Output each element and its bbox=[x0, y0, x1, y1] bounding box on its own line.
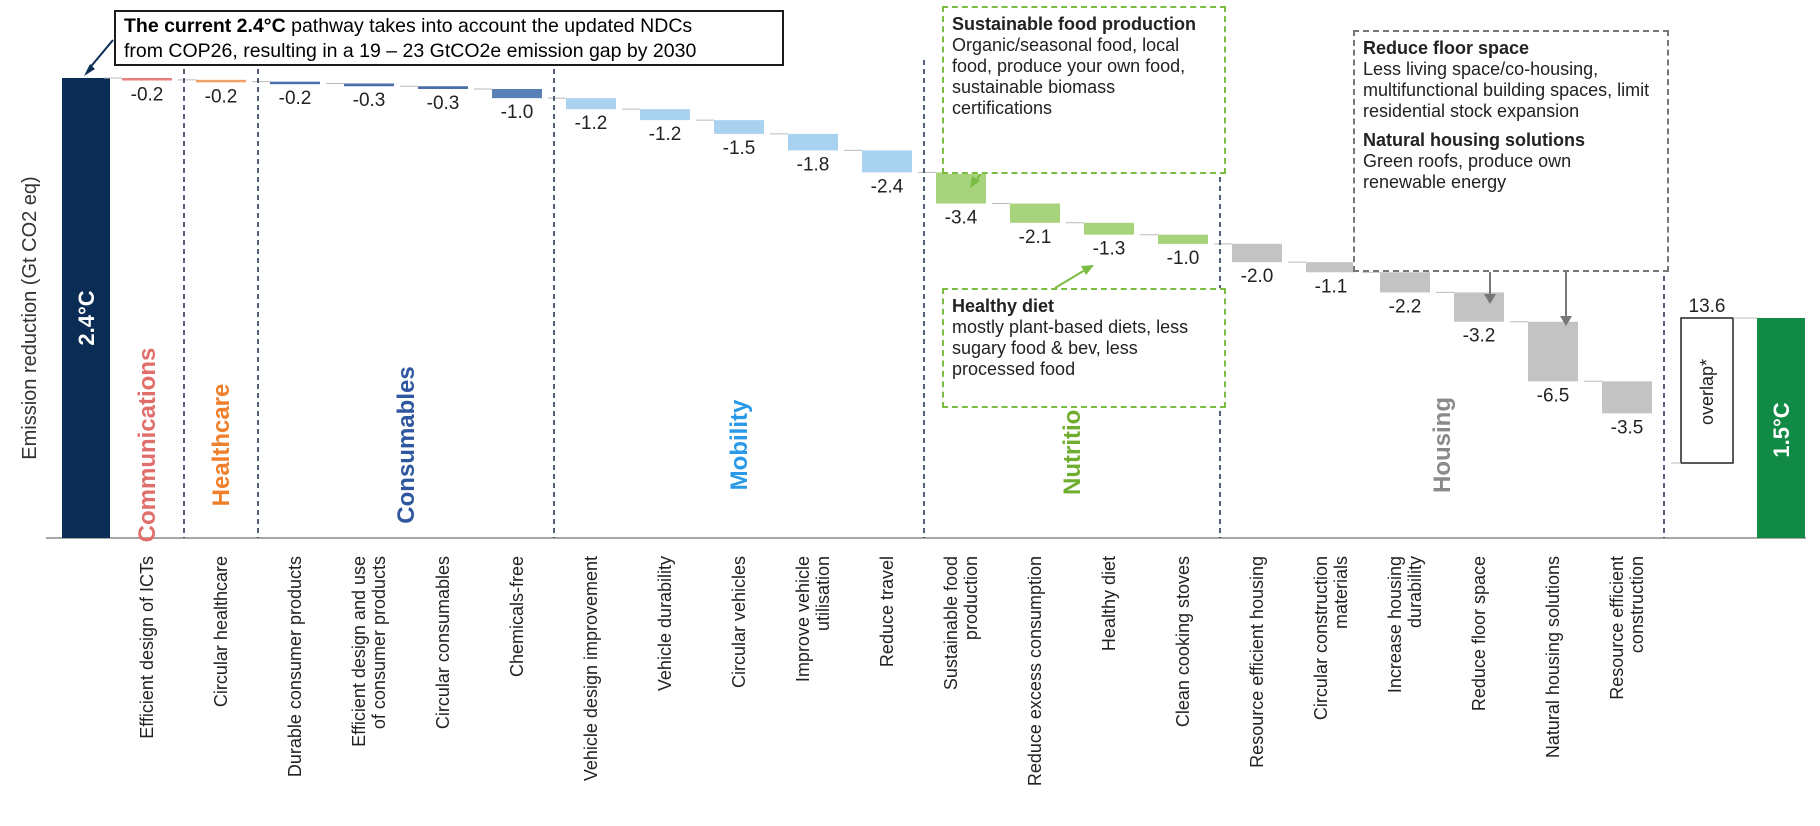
floor-space-title: Reduce floor space bbox=[1363, 38, 1530, 58]
category-label: Vehicle durability bbox=[655, 556, 675, 691]
category-label: Durable consumer products bbox=[285, 556, 305, 777]
data-label: -1.8 bbox=[797, 154, 830, 175]
data-label: -0.2 bbox=[131, 85, 164, 106]
data-label: -1.3 bbox=[1093, 239, 1126, 260]
bar-7 bbox=[640, 109, 690, 121]
bar-8 bbox=[714, 120, 764, 134]
pointer-arrow-line bbox=[87, 39, 114, 71]
bar-2 bbox=[270, 81, 320, 85]
diet-callout-arrow bbox=[1054, 269, 1086, 289]
pathway-line2: from COP26, resulting in a 19 – 23 GtCO2… bbox=[124, 40, 697, 62]
food-arrowhead bbox=[970, 176, 980, 188]
category-label: Natural housing solutions bbox=[1543, 556, 1563, 758]
pathway-text: pathway takes into account the updated N… bbox=[291, 15, 693, 37]
data-label: -3.4 bbox=[945, 208, 978, 229]
data-label: -1.2 bbox=[649, 124, 682, 145]
data-label: -1.5 bbox=[723, 138, 756, 159]
bar-19 bbox=[1528, 321, 1578, 382]
floor-space-arrowhead bbox=[1484, 294, 1496, 304]
bar-6 bbox=[566, 98, 616, 110]
overlap-label: overlap* bbox=[1697, 359, 1717, 425]
overlap-value: 13.6 bbox=[1689, 296, 1726, 317]
sustainable-food-text: Organic/seasonal food, local food, produ… bbox=[952, 35, 1186, 118]
bar-20 bbox=[1602, 381, 1652, 414]
category-label: Circular healthcare bbox=[211, 556, 231, 707]
sustainable-food-callout: Sustainable food production Organic/seas… bbox=[942, 6, 1226, 174]
pathway-bold: The current 2.4°C bbox=[124, 15, 286, 37]
category-label: Efficient design and useof consumer prod… bbox=[349, 556, 389, 747]
bar-4 bbox=[418, 86, 468, 89]
data-label: -3.2 bbox=[1463, 326, 1496, 347]
group-label: Consumables bbox=[393, 366, 420, 523]
healthy-diet-text: mostly plant-based diets, less sugary fo… bbox=[952, 317, 1189, 379]
bar-17 bbox=[1380, 272, 1430, 293]
data-label: -1.2 bbox=[575, 113, 608, 134]
pathway-annotation: The current 2.4°C pathway takes into acc… bbox=[114, 10, 784, 66]
category-label: Resource efficient housing bbox=[1247, 556, 1267, 768]
overlap-box bbox=[1680, 317, 1734, 464]
natural-housing-arrowhead bbox=[1560, 316, 1572, 326]
bar-18 bbox=[1454, 292, 1504, 322]
y-axis-label: Emission reduction (Gt CO2 eq) bbox=[19, 176, 41, 459]
bar-12 bbox=[1010, 203, 1060, 223]
group-label: Housing bbox=[1429, 397, 1456, 493]
bar-15 bbox=[1232, 243, 1282, 263]
data-label: -2.0 bbox=[1241, 266, 1274, 287]
diet-arrowhead bbox=[1081, 265, 1094, 275]
bar-1 bbox=[196, 79, 246, 83]
data-label: -0.2 bbox=[279, 88, 312, 109]
natural-housing-title: Natural housing solutions bbox=[1363, 130, 1586, 150]
category-label: Vehicle design improvement bbox=[581, 556, 601, 781]
data-label: -3.5 bbox=[1611, 417, 1644, 438]
bar-3 bbox=[344, 83, 394, 87]
category-label: Healthy diet bbox=[1099, 556, 1119, 651]
start-bar-label: 2.4°C bbox=[74, 290, 99, 345]
bar-0 bbox=[122, 78, 172, 81]
group-label: Nutrition bbox=[1059, 395, 1086, 495]
data-label: -1.1 bbox=[1315, 276, 1348, 297]
pointer-arrowhead bbox=[84, 64, 95, 76]
data-label: -2.2 bbox=[1389, 296, 1422, 317]
category-label: Sustainable foodproduction bbox=[941, 556, 981, 690]
data-label: -1.0 bbox=[501, 102, 534, 123]
category-label: Reduce excess consumption bbox=[1025, 556, 1045, 786]
category-label: Improve vehicleutilisation bbox=[793, 556, 833, 682]
group-label: Communications bbox=[134, 348, 161, 543]
end-bar-label: 1.5°C bbox=[1769, 402, 1794, 457]
data-label: -0.2 bbox=[205, 86, 238, 107]
floor-space-text: Less living space/co-housing, multifunct… bbox=[1363, 59, 1650, 121]
housing-callout: Reduce floor space Less living space/co-… bbox=[1353, 30, 1669, 272]
data-label: -0.3 bbox=[427, 93, 460, 114]
category-label: Circular vehicles bbox=[729, 556, 749, 688]
bar-13 bbox=[1084, 222, 1134, 235]
category-label: Resource efficientconstruction bbox=[1607, 556, 1647, 700]
natural-housing-text: Green roofs, produce own renewable energ… bbox=[1363, 151, 1572, 192]
group-label: Healthcare bbox=[208, 384, 235, 507]
category-label: Efficient design of ICTs bbox=[137, 556, 157, 739]
bar-5 bbox=[492, 88, 542, 99]
category-label: Chemicals-free bbox=[507, 556, 527, 677]
healthy-diet-title: Healthy diet bbox=[952, 296, 1055, 316]
start-bar bbox=[62, 78, 110, 538]
bar-16 bbox=[1306, 262, 1356, 273]
data-label: -2.4 bbox=[871, 176, 904, 197]
bar-9 bbox=[788, 133, 838, 151]
category-label: Circular consumables bbox=[433, 556, 453, 729]
end-bar bbox=[1757, 318, 1805, 538]
healthy-diet-callout: Healthy diet mostly plant-based diets, l… bbox=[942, 288, 1226, 408]
data-label: -0.3 bbox=[353, 90, 386, 111]
category-label: Reduce travel bbox=[877, 556, 897, 667]
sustainable-food-title: Sustainable food production bbox=[952, 14, 1196, 34]
data-label: -2.1 bbox=[1019, 227, 1052, 248]
category-label: Circular constructionmaterials bbox=[1311, 556, 1351, 720]
group-label: Mobility bbox=[726, 399, 753, 490]
category-label: Increase housingdurability bbox=[1385, 556, 1425, 693]
category-label: Clean cooking stoves bbox=[1173, 556, 1193, 727]
bar-10 bbox=[862, 150, 912, 173]
data-label: -6.5 bbox=[1537, 385, 1570, 406]
bar-14 bbox=[1158, 234, 1208, 244]
data-label: -1.0 bbox=[1167, 248, 1200, 269]
category-label: Reduce floor space bbox=[1469, 556, 1489, 711]
